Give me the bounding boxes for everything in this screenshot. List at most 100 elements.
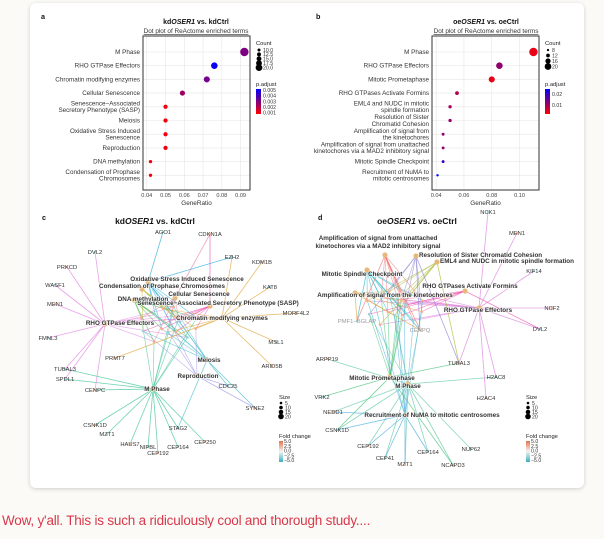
network-edge [368, 255, 417, 315]
network-edges [47, 231, 297, 454]
gene-label: H2AC4 [477, 396, 496, 402]
count-legend-label: 15.0 [263, 57, 273, 63]
data-point [179, 90, 186, 96]
gene-label: CEP164 [417, 450, 439, 456]
x-tick-label: 0.08 [216, 193, 227, 199]
network-edge [221, 261, 263, 319]
term-node [405, 381, 411, 387]
gene-node [177, 317, 180, 321]
network-edge [404, 414, 429, 453]
network-edge [133, 299, 155, 342]
gene-node [174, 330, 178, 334]
network-edge [147, 281, 156, 315]
gene-node [320, 395, 324, 399]
color-legend-label: 0.001 [263, 111, 276, 117]
term-label-line: Senescence−Associated Secretory Phenotyp… [137, 300, 299, 307]
network-edge [415, 255, 423, 312]
gene-label: PRKCD [57, 265, 77, 271]
category-label-line: Chromosomes [99, 176, 140, 183]
network-edge [147, 281, 176, 317]
gene-node [105, 432, 109, 436]
network-edge [354, 292, 422, 313]
network-edge [415, 255, 421, 331]
gene-label: CDKN1A [198, 232, 222, 238]
gene-node [167, 330, 170, 334]
x-axis-label: GeneRatio [470, 200, 501, 207]
network-edge [152, 341, 155, 390]
category-label: M Phase [404, 49, 429, 56]
term-node [102, 321, 108, 327]
term-node [150, 386, 156, 392]
fold-legend-title: Fold change [526, 434, 558, 440]
network-edge [336, 376, 391, 431]
category-label-line: Amplification of signal from unattached [321, 142, 430, 149]
network-edge [221, 317, 277, 343]
x-tick-label: 0.10 [514, 193, 525, 199]
size-legend-dot [278, 409, 284, 415]
term-label-line: RHO GTPase Effectors [86, 320, 155, 327]
data-point [441, 160, 445, 164]
gene-label: MORF4L2 [283, 311, 310, 317]
gene-node [532, 269, 536, 273]
term-node [402, 412, 408, 418]
term-label: RHO GTPase Effectors [444, 307, 513, 314]
panel-title: oeOSER1 vs. oeCtrl [453, 19, 519, 26]
panel-subtitle: Dot plot of ReActome enriched terms [434, 28, 539, 35]
plot-area [143, 36, 250, 190]
category-label: Cellular Senescence [82, 90, 140, 97]
size-legend-label: 20 [532, 414, 538, 420]
network-edge [173, 306, 208, 361]
category-label-line: DNA methylation [93, 159, 140, 166]
gene-label: DVL2 [533, 327, 548, 333]
network-edge [356, 254, 386, 322]
panel-letter: c [42, 213, 46, 222]
term-label: Mitotic Prometaphase [349, 375, 415, 382]
network-edge [221, 256, 233, 319]
network-edge [326, 358, 409, 385]
term-label: M Phase [395, 383, 421, 390]
network-edge [478, 270, 535, 309]
term-node [145, 279, 151, 285]
color-legend-title: p.adjust [545, 82, 566, 88]
plot-border [142, 35, 251, 191]
network-edge [147, 281, 177, 333]
category-label: RHO GTPase Effectors [75, 63, 140, 70]
category-label-line: mitotic centrosomes [373, 176, 429, 183]
fold-legend-label: 5.0 [284, 439, 291, 445]
term-label: Chromatin modifying enzymes [176, 315, 268, 322]
category-label-line: Chromatid Cohesion [372, 121, 430, 128]
category-label: Mitotic Prometaphase [368, 76, 429, 83]
network-edge [195, 328, 198, 377]
category-label-line: Cellular Senescence [82, 90, 140, 97]
gene-node [420, 310, 424, 313]
network-edge [379, 261, 438, 325]
network-edge [379, 324, 406, 416]
gene-label: CSNK1D [325, 428, 349, 434]
panel-letter: d [318, 213, 322, 222]
term-label-line: Amplification of signal from the kinetoc… [317, 292, 453, 299]
category-label: Mitotic Spindle Checkpoint [355, 159, 429, 166]
term-node [476, 305, 482, 311]
gene-node [331, 410, 335, 414]
gene-node [53, 302, 57, 306]
size-legend-label: 15 [532, 410, 538, 416]
gene-node [53, 283, 57, 287]
network-edge [332, 411, 406, 416]
gene-node [294, 311, 298, 315]
fold-legend-label: 2.5 [531, 444, 538, 450]
category-label-line: spindle formation [381, 107, 429, 114]
gene-node [186, 336, 189, 339]
network-edge [147, 281, 197, 319]
gene-label: DVL2 [88, 250, 103, 256]
gene-node [365, 299, 369, 303]
fold-legend-label: −5.0 [284, 458, 294, 464]
x-tick-label: 0.08 [486, 193, 497, 199]
network-edge [384, 414, 406, 459]
network-edge [354, 292, 358, 322]
network-edge [152, 388, 159, 454]
gene-node [367, 312, 371, 316]
term-node [131, 297, 137, 303]
gene-label: WASF1 [45, 283, 65, 289]
panel-title: kdOSER1 vs. kdCtrl [163, 19, 229, 26]
term-node [364, 267, 370, 273]
